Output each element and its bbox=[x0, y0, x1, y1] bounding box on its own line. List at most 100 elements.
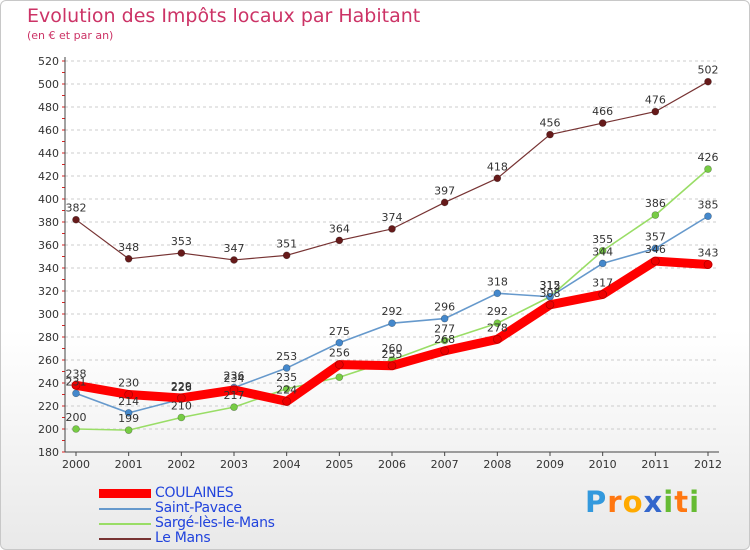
data-point-coulaines bbox=[545, 300, 555, 310]
data-label-sarg-l-s-le-mans: 260 bbox=[382, 342, 403, 355]
legend-label: Saint-Pavace bbox=[155, 500, 242, 516]
data-label-le-mans: 351 bbox=[276, 237, 297, 250]
series bbox=[71, 77, 713, 434]
data-labels: 382 348 353 347 351 364 374 397 418 456 466 476 502 2… bbox=[66, 64, 719, 425]
data-label-saint-pavace: 385 bbox=[698, 198, 719, 211]
y-tick-label: 200 bbox=[38, 423, 59, 436]
data-point-le-mans bbox=[72, 215, 80, 224]
chart-subtitle: (en € et par an) bbox=[27, 29, 114, 42]
y-tick-label: 220 bbox=[38, 400, 59, 413]
data-label-saint-pavace: 231 bbox=[66, 375, 87, 388]
data-point-coulaines bbox=[71, 380, 81, 390]
data-point-coulaines bbox=[177, 393, 186, 403]
data-point-sarg-l-s-le-mans bbox=[704, 165, 712, 173]
data-label-sarg-l-s-le-mans: 355 bbox=[592, 233, 613, 246]
data-label-coulaines: 343 bbox=[698, 247, 719, 260]
data-label-coulaines: 229 bbox=[171, 380, 192, 393]
x-tick-label: 2010 bbox=[589, 458, 617, 471]
data-label-saint-pavace: 357 bbox=[645, 230, 666, 243]
y-tick-label: 380 bbox=[38, 216, 59, 229]
legend-label: Le Mans bbox=[155, 530, 211, 546]
x-tick-label: 2009 bbox=[536, 458, 564, 471]
y-tick-label: 320 bbox=[38, 285, 59, 298]
data-label-coulaines: 346 bbox=[645, 243, 666, 256]
logo-letter: i bbox=[689, 485, 701, 519]
data-label-coulaines: 278 bbox=[487, 321, 508, 334]
data-label-sarg-l-s-le-mans: 235 bbox=[276, 371, 297, 384]
data-point-sarg-l-s-le-mans bbox=[230, 403, 238, 411]
legend-item: Le Mans bbox=[99, 530, 211, 546]
data-point-coulaines bbox=[282, 397, 291, 406]
legend-swatch bbox=[99, 537, 151, 540]
logo-letter: i bbox=[663, 485, 675, 519]
data-label-saint-pavace: 275 bbox=[329, 325, 350, 338]
x-tick-label: 2000 bbox=[62, 458, 90, 471]
data-point-coulaines bbox=[124, 390, 133, 399]
data-label-coulaines: 268 bbox=[434, 333, 455, 346]
y-tick-label: 460 bbox=[38, 124, 59, 137]
data-label-saint-pavace: 312 bbox=[540, 279, 561, 292]
data-label-coulaines: 308 bbox=[540, 287, 561, 300]
data-point-sarg-l-s-le-mans bbox=[72, 425, 80, 433]
data-point-saint-pavace bbox=[72, 389, 80, 398]
data-point-saint-pavace bbox=[335, 338, 344, 347]
data-label-le-mans: 456 bbox=[540, 117, 561, 130]
data-label-saint-pavace: 344 bbox=[592, 245, 613, 258]
data-point-le-mans bbox=[388, 225, 396, 233]
data-point-saint-pavace bbox=[493, 289, 502, 298]
legend-swatch bbox=[99, 489, 151, 498]
logo-letter: o bbox=[622, 485, 644, 519]
data-label-sarg-l-s-le-mans: 200 bbox=[66, 411, 87, 424]
data-point-le-mans bbox=[651, 107, 660, 116]
data-label-sarg-l-s-le-mans: 210 bbox=[171, 400, 192, 413]
y-tick-label: 520 bbox=[38, 55, 59, 68]
data-point-coulaines bbox=[335, 360, 344, 369]
y-tick-label: 420 bbox=[38, 170, 59, 183]
data-label-coulaines: 256 bbox=[329, 347, 350, 360]
chart-title: Evolution des Impôts locaux par Habitant bbox=[27, 5, 421, 27]
x-tick-label: 2011 bbox=[641, 458, 669, 471]
y-tick-label: 340 bbox=[38, 262, 59, 275]
y-tick-label: 480 bbox=[38, 101, 59, 114]
legend-label: Sargé-lès-le-Mans bbox=[155, 515, 275, 531]
x-tick-label: 2008 bbox=[483, 458, 511, 471]
data-point-saint-pavace bbox=[704, 212, 712, 221]
data-label-sarg-l-s-le-mans: 292 bbox=[487, 305, 508, 318]
data-label-le-mans: 476 bbox=[645, 94, 666, 107]
y-tick-label: 400 bbox=[38, 193, 59, 206]
y-tick-label: 440 bbox=[38, 147, 59, 160]
data-label-saint-pavace: 296 bbox=[434, 301, 455, 314]
logo-letter: x bbox=[643, 485, 664, 519]
data-point-saint-pavace bbox=[124, 409, 133, 417]
proxiti-logo: Proxiti bbox=[585, 485, 700, 519]
y-tick-label: 500 bbox=[38, 78, 59, 91]
series-line-le-mans bbox=[75, 81, 709, 261]
x-tick-label: 2004 bbox=[273, 458, 301, 471]
data-point-coulaines bbox=[493, 334, 502, 344]
logo-letter: r bbox=[607, 485, 623, 519]
y-tick-label: 180 bbox=[38, 446, 59, 459]
data-point-sarg-l-s-le-mans bbox=[598, 246, 607, 255]
data-label-sarg-l-s-le-mans: 386 bbox=[645, 197, 666, 210]
x-tick-label: 2003 bbox=[220, 458, 248, 471]
legend-swatch bbox=[99, 522, 151, 525]
data-label-saint-pavace: 253 bbox=[276, 350, 297, 363]
data-point-le-mans bbox=[177, 249, 186, 257]
data-label-saint-pavace: 292 bbox=[382, 305, 403, 318]
data-point-le-mans bbox=[704, 77, 712, 86]
data-point-le-mans bbox=[335, 236, 344, 245]
data-label-le-mans: 353 bbox=[171, 235, 192, 248]
data-label-saint-pavace: 226 bbox=[171, 381, 192, 394]
logo-letter: t bbox=[674, 485, 690, 519]
x-tick-label: 2002 bbox=[167, 458, 195, 471]
data-label-le-mans: 397 bbox=[434, 184, 455, 197]
data-label-le-mans: 382 bbox=[66, 202, 87, 215]
data-label-saint-pavace: 236 bbox=[224, 370, 245, 383]
data-point-coulaines bbox=[651, 256, 660, 266]
data-point-coulaines bbox=[703, 260, 713, 269]
data-point-sarg-l-s-le-mans bbox=[335, 373, 344, 382]
data-point-saint-pavace bbox=[651, 244, 660, 253]
data-point-saint-pavace bbox=[440, 314, 449, 323]
x-tick-label: 2006 bbox=[378, 458, 406, 471]
data-point-sarg-l-s-le-mans bbox=[493, 319, 502, 328]
